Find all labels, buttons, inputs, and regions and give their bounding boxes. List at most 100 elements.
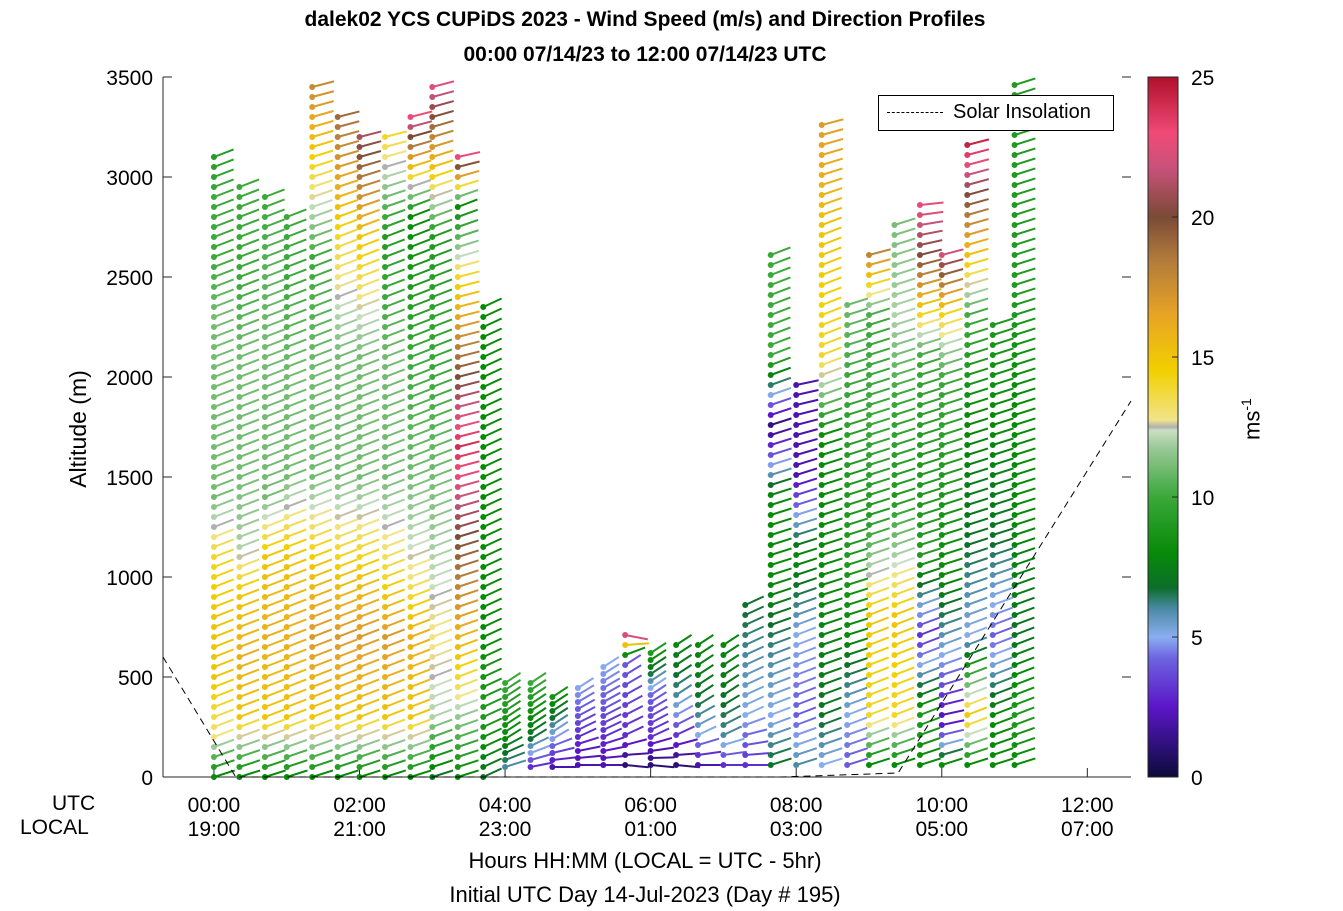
wind-barb-point [283,484,290,490]
wind-barb-point [964,622,971,628]
wind-barb [697,654,714,666]
wind-barb-point [673,702,680,708]
wind-barb [770,537,792,546]
wind-barb-point [283,464,290,470]
x-tick-label-local: 07:00 [1061,818,1114,841]
wind-barb-point [673,732,680,738]
wind-barb [359,548,380,558]
wind-barb [966,307,989,316]
wind-barb-point [454,444,461,450]
wind-barb-point [309,294,316,300]
wind-barb-point [429,244,436,250]
wind-barb [530,744,551,754]
wind-barb [410,688,431,698]
wind-barb-point [767,702,774,708]
wind-barb-point [407,214,414,220]
wind-barb-point [865,272,872,278]
wind-barb [744,635,765,646]
wind-barb-point [429,734,436,740]
wind-barb-point [600,699,607,705]
wind-barb [286,478,307,488]
wind-barb-point [429,344,436,350]
wind-barb-point [916,592,923,598]
wind-barb [795,437,818,446]
wind-barb [919,447,942,456]
wind-barb-point [236,604,243,610]
wind-barb [941,347,963,356]
wind-barb [384,150,407,158]
wind-barb [992,706,1013,716]
wind-barb-point [454,574,461,580]
wind-barb-point [210,194,217,200]
wind-barb [894,586,915,596]
wind-profile [767,246,792,768]
wind-barb [770,356,791,366]
wind-barb-point [454,724,461,730]
wind-barb [744,605,765,616]
wind-barb [966,706,988,716]
wind-barb [795,586,817,596]
wind-barb-point [236,674,243,680]
wind-barb [457,678,478,688]
wind-barb-point [381,684,388,690]
x-tick-label-local: 05:00 [915,818,968,841]
wind-barb-point [236,694,243,700]
wind-barb-point [480,404,487,410]
wind-barb-point [210,514,217,520]
wind-barb [744,655,765,666]
wind-barb-point [647,699,654,705]
wind-barb-point [844,332,851,338]
wind-barb [919,248,943,256]
wind-barb-point [407,714,414,720]
wind-barb-point [938,472,945,478]
wind-barb-point [236,514,243,520]
wind-barb [992,716,1013,726]
wind-barb [431,749,454,758]
wind-barb [337,518,358,528]
wind-barb [410,738,432,748]
wind-barb-point [334,714,341,720]
wind-barb [410,498,431,508]
wind-barb [770,346,791,356]
wind-barb [795,626,817,636]
wind-barb [213,698,234,708]
wind-barb-point [381,724,388,730]
wind-barb [675,694,693,706]
wind-barb [821,147,844,156]
wind-barb [482,527,503,538]
wind-barb-point [454,714,461,720]
wind-barb [941,517,963,526]
wind-barb [941,587,963,596]
wind-barb [359,398,380,408]
wind-barb-point [818,252,825,258]
wind-barb-point [480,584,487,590]
wind-barb-point [647,650,654,656]
wind-barb [311,199,333,208]
wind-barb-point [334,314,341,320]
wind-barb-point [844,312,851,318]
wind-barb-point [574,713,581,719]
wind-barb [744,625,765,636]
wind-barb [868,357,891,366]
wind-barb [359,130,382,138]
wind-barb-point [916,272,923,278]
wind-barb-point [1011,372,1018,378]
wind-barb [264,608,285,618]
wind-barb-point [1011,562,1018,568]
wind-barb [697,674,714,686]
wind-barb-point [818,132,825,138]
wind-barb [821,537,843,546]
wind-barb [286,518,307,528]
wind-barb [457,310,480,318]
wind-barb [770,497,792,506]
wind-barb-point [938,672,945,678]
wind-barb-point [720,742,727,748]
wind-barb-point [647,706,654,712]
wind-barb [941,616,963,626]
wind-barb-point [673,652,680,658]
wind-barb [384,169,407,178]
wind-barb-point [964,672,971,678]
wind-barb [457,239,479,248]
wind-barb [482,477,503,488]
wind-barb-point [309,444,316,450]
